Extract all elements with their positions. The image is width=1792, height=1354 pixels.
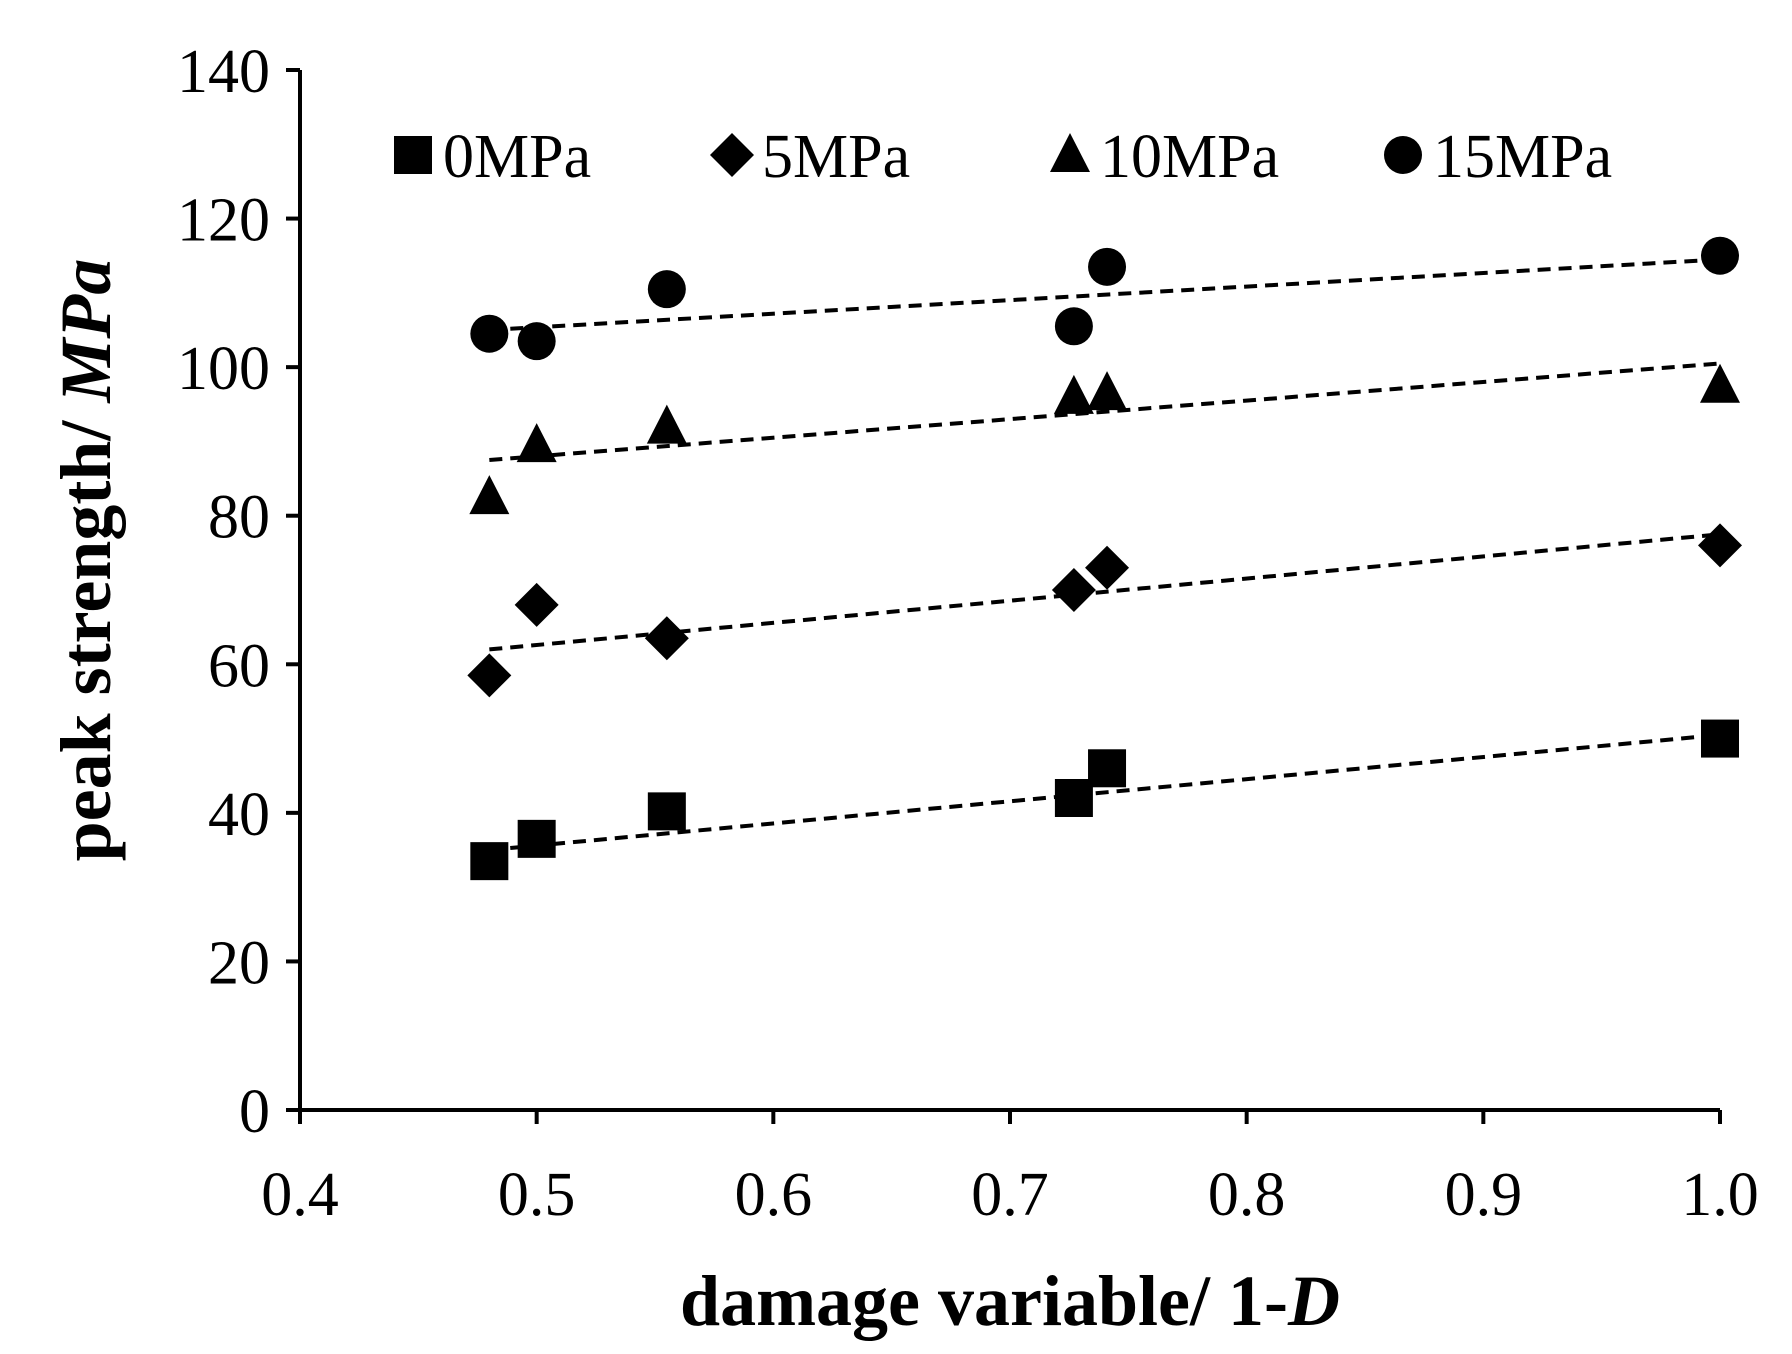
trendlines bbox=[489, 257, 1721, 852]
data-point-5MPa bbox=[644, 616, 689, 661]
legend-marker-0MPa bbox=[394, 136, 432, 174]
data-point-15MPa bbox=[1054, 307, 1093, 346]
y-tick-label: 140 bbox=[177, 38, 270, 106]
data-point-0MPa bbox=[470, 842, 509, 881]
data-point-15MPa bbox=[647, 270, 686, 309]
data-point-15MPa bbox=[1701, 236, 1739, 275]
data-point-0MPa bbox=[1054, 779, 1093, 817]
x-tick-label: 0.6 bbox=[735, 1161, 813, 1229]
data-point-5MPa bbox=[1085, 545, 1130, 590]
data-point-15MPa bbox=[1088, 247, 1127, 286]
legend-item-5MPa: 5MPa bbox=[710, 123, 910, 191]
legend-label: 5MPa bbox=[762, 123, 910, 191]
data-point-0MPa bbox=[1088, 749, 1127, 788]
y-tick-label: 0 bbox=[239, 1078, 270, 1146]
legend: 0MPa 5MPa 10MPa 15MPa bbox=[394, 123, 1612, 191]
y-tick-label: 120 bbox=[177, 187, 270, 255]
trendline-10MPa bbox=[489, 361, 1721, 462]
x-tick-label: 0.7 bbox=[971, 1161, 1049, 1229]
data-point-10MPa bbox=[1087, 371, 1128, 411]
legend-label: 15MPa bbox=[1433, 123, 1612, 191]
data-point-15MPa bbox=[470, 314, 509, 353]
y-tick-label: 80 bbox=[208, 484, 270, 552]
data-point-5MPa bbox=[467, 653, 512, 698]
data-points bbox=[467, 236, 1742, 881]
x-tick-label: 0.9 bbox=[1445, 1161, 1523, 1229]
data-point-10MPa bbox=[1700, 363, 1740, 403]
legend-marker-5MPa bbox=[710, 133, 754, 177]
trendline-0MPa bbox=[489, 732, 1721, 852]
data-point-15MPa bbox=[517, 322, 556, 361]
data-point-10MPa bbox=[646, 404, 687, 444]
legend-label: 0MPa bbox=[443, 123, 591, 191]
trendline-5MPa bbox=[489, 532, 1721, 652]
data-point-10MPa bbox=[516, 423, 557, 463]
data-point-0MPa bbox=[517, 819, 556, 858]
legend-item-15MPa: 15MPa bbox=[1384, 123, 1612, 191]
y-tick-label: 20 bbox=[208, 929, 270, 997]
legend-item-10MPa: 10MPa bbox=[1050, 123, 1279, 191]
y-tick-label: 40 bbox=[208, 781, 270, 849]
data-point-10MPa bbox=[469, 475, 510, 515]
data-point-5MPa bbox=[514, 582, 559, 627]
data-point-0MPa bbox=[647, 792, 686, 831]
legend-marker-10MPa bbox=[1050, 133, 1090, 172]
x-tick-label: 1.0 bbox=[1681, 1161, 1759, 1229]
y-tick-label: 100 bbox=[177, 335, 270, 403]
legend-marker-15MPa bbox=[1384, 136, 1422, 174]
data-point-10MPa bbox=[1053, 374, 1094, 414]
legend-item-0MPa: 0MPa bbox=[394, 123, 591, 191]
x-tick-label: 0.5 bbox=[498, 1161, 576, 1229]
x-axis-title: damage variable/ 1-D bbox=[680, 1261, 1340, 1341]
axes bbox=[298, 70, 1720, 1112]
data-point-5MPa bbox=[1051, 568, 1096, 612]
y-axis-title: peak strength/ MPa bbox=[46, 259, 126, 862]
y-tick-label: 60 bbox=[208, 632, 270, 700]
ticks: 0 20 40 60 80 100 120 140 0.4 0.5 0.6 0.7 0.8 0.9 1.0 bbox=[177, 38, 1759, 1229]
data-point-5MPa bbox=[1698, 523, 1742, 568]
x-tick-label: 0.4 bbox=[261, 1161, 339, 1229]
trendline-15MPa bbox=[489, 257, 1721, 332]
x-tick-label: 0.8 bbox=[1208, 1161, 1286, 1229]
legend-label: 10MPa bbox=[1100, 123, 1279, 191]
data-point-0MPa bbox=[1701, 719, 1739, 758]
